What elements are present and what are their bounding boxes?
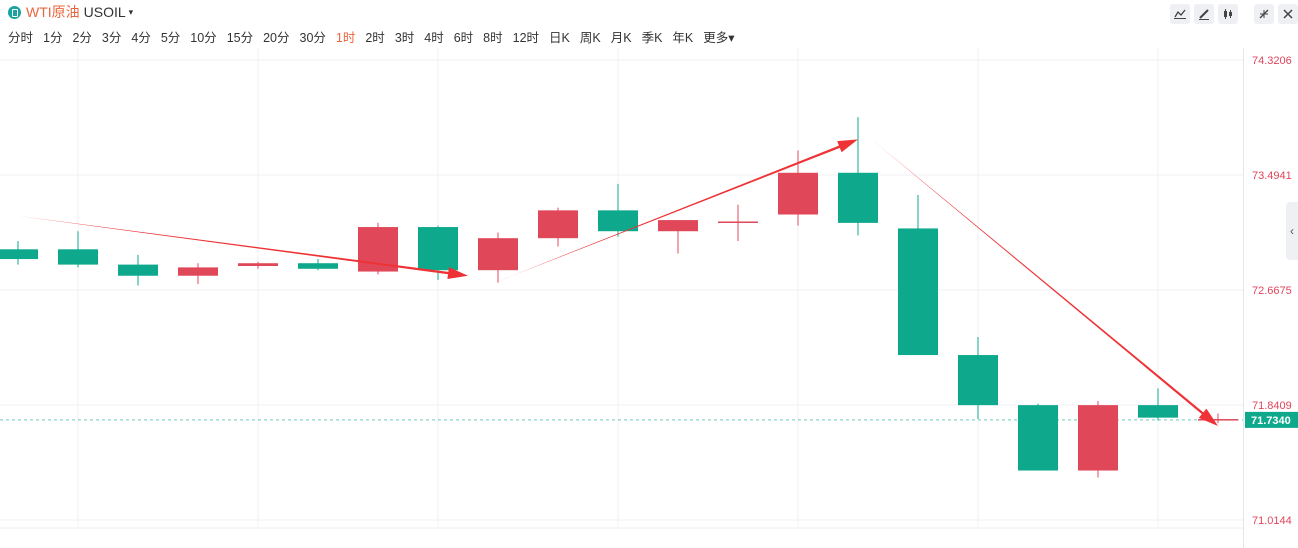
- trend-arrow-2: [498, 139, 858, 282]
- tab-period[interactable]: 8时: [483, 31, 503, 45]
- candle-up: [1198, 419, 1238, 421]
- instrument-name: WTI原油: [26, 4, 80, 20]
- tab-period[interactable]: 2分: [72, 31, 92, 45]
- candle-up: [778, 172, 818, 215]
- candle-up: [178, 267, 218, 276]
- candle-down: [838, 172, 878, 223]
- candle-down: [1138, 405, 1178, 418]
- tab-period[interactable]: 年K: [672, 31, 694, 45]
- tab-period[interactable]: 30分: [299, 31, 326, 45]
- y-tick-label: 73.4941: [1252, 170, 1292, 182]
- indicator-icon[interactable]: [1170, 4, 1190, 24]
- candle-down: [298, 263, 338, 269]
- candle-type-icon[interactable]: [1218, 4, 1238, 24]
- trend-arrow-3: [870, 137, 1218, 427]
- tab-period[interactable]: 15分: [226, 31, 254, 45]
- tab-period[interactable]: 分时: [8, 31, 34, 45]
- tab-period[interactable]: 月K: [610, 31, 632, 45]
- tab-period[interactable]: 周K: [579, 31, 601, 45]
- collapse-icon[interactable]: [1254, 4, 1274, 24]
- candle-down: [58, 249, 98, 265]
- tab-period[interactable]: 4时: [424, 31, 444, 45]
- tab-period[interactable]: 2时: [365, 31, 385, 45]
- candle-up: [658, 220, 698, 232]
- last-price-label: 71.7340: [1251, 415, 1291, 427]
- candlestick-chart[interactable]: 74.3206 73.4941 72.6675 71.8409 71.0144 71.73…: [0, 48, 1298, 548]
- candle-up: [538, 210, 578, 239]
- tab-period[interactable]: 20分: [263, 31, 290, 45]
- y-tick-label: 71.8409: [1252, 400, 1292, 412]
- tab-period[interactable]: 季K: [641, 31, 663, 45]
- candle-down: [958, 355, 998, 406]
- close-icon[interactable]: [1278, 4, 1298, 24]
- trend-arrow-1: [18, 215, 468, 280]
- tab-period[interactable]: 3分: [101, 31, 122, 45]
- tab-period[interactable]: 12时: [512, 31, 540, 45]
- tab-period[interactable]: 6时: [453, 31, 474, 45]
- candle-down: [118, 264, 158, 276]
- last-price-badge: [1245, 411, 1298, 428]
- tab-period[interactable]: 1分: [43, 31, 63, 45]
- tab-period[interactable]: 4分: [131, 31, 151, 45]
- y-tick-label: 71.0144: [1252, 515, 1292, 527]
- tab-period[interactable]: 日K: [549, 31, 570, 45]
- tab-period[interactable]: 5分: [160, 31, 181, 45]
- instrument-code: USOIL: [83, 4, 126, 20]
- side-panel-toggle[interactable]: ‹: [1286, 202, 1298, 260]
- candle-down: [418, 227, 458, 271]
- chevron-down-icon: ▾: [128, 6, 134, 17]
- candle-down: [1018, 405, 1058, 471]
- candle-down: [0, 249, 38, 260]
- candle-up: [238, 263, 278, 266]
- candle-down: [898, 228, 938, 356]
- y-tick-label: 74.3206: [1252, 55, 1292, 67]
- instrument-logo-icon: [8, 5, 21, 19]
- instrument-selector[interactable]: WTI原油 USOIL ▾: [8, 3, 133, 21]
- chart-tools: [1166, 4, 1298, 24]
- candle-up: [1078, 405, 1118, 471]
- candle-up: [718, 221, 758, 223]
- y-tick-label: 72.6675: [1252, 285, 1292, 297]
- chevron-left-icon: ‹: [1290, 224, 1294, 238]
- period-tabs: 分时 1分 2分 3分 4分 5分 10分 15分 20分 30分 1时 2时 3时 4时 6时 8时 12时日…: [8, 27, 745, 46]
- tab-period[interactable]: 1时: [335, 31, 356, 45]
- draw-icon[interactable]: [1194, 4, 1214, 24]
- candle-down: [598, 210, 638, 232]
- candle-up: [478, 238, 518, 271]
- tab-period[interactable]: 更多▾: [703, 31, 735, 45]
- toolbar: WTI原油 USOIL ▾ 分时 1分 2分 3分 4分 5分 10分 15分 20分 30分 1时…: [0, 0, 1298, 48]
- tab-period[interactable]: 10分: [190, 31, 217, 45]
- tab-period[interactable]: 3时: [394, 31, 415, 45]
